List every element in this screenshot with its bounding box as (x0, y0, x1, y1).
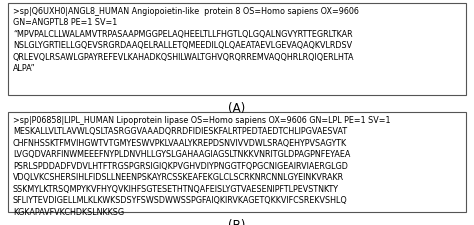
Bar (8, 3, 466, 95)
Text: >sp|P06858|LIPL_HUMAN Lipoprotein lipase OS=Homo sapiens OX=9606 GN=LPL PE=1 SV=: >sp|P06858|LIPL_HUMAN Lipoprotein lipase… (13, 116, 391, 217)
Text: (A): (A) (228, 102, 246, 115)
Text: >sp|Q6UXH0|ANGL8_HUMAN Angiopoietin-like  protein 8 OS=Homo sapiens OX=9606
GN=A: >sp|Q6UXH0|ANGL8_HUMAN Angiopoietin-like… (13, 7, 359, 73)
Bar (8, 112, 466, 212)
Text: (B): (B) (228, 219, 246, 225)
